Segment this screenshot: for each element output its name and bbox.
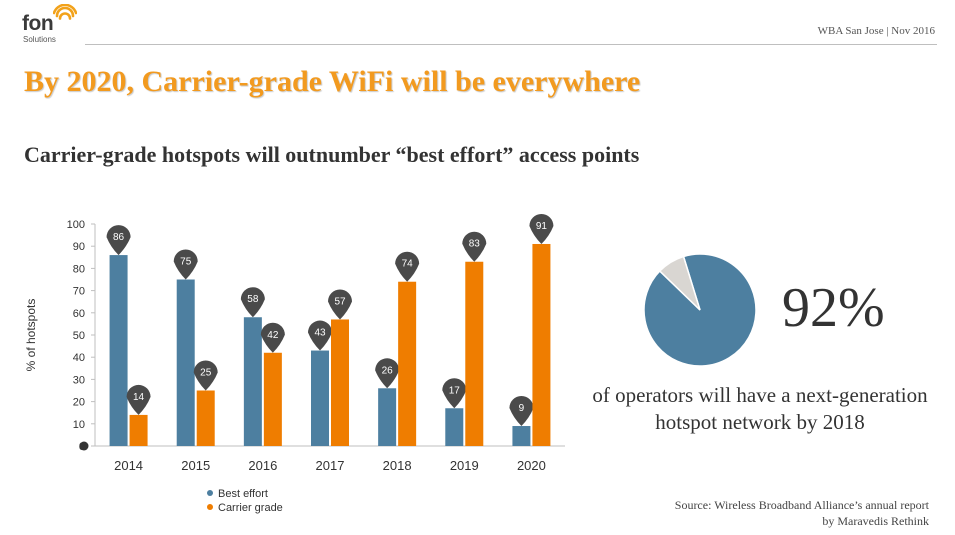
legend-label: Carrier grade — [218, 502, 283, 514]
data-label: 25 — [200, 368, 212, 379]
source-note: Source: Wireless Broadband Alliance’s an… — [675, 497, 929, 529]
slide-title: By 2020, Carrier-grade WiFi will be ever… — [24, 65, 641, 98]
bar-best-effort — [243, 317, 262, 446]
hotspot-bar-chart: 0 10 20 30 40 50 60 70 80 90 100 % of hotspots 2014 8… — [24, 213, 565, 514]
y-axis-label: % of hotspots — [24, 299, 38, 372]
bar-carrier-grade — [263, 352, 282, 446]
bar-best-effort — [109, 255, 128, 446]
value-marker — [106, 225, 131, 256]
data-label: 43 — [314, 328, 326, 339]
event-label: WBA San Jose | Nov 2016 — [817, 25, 935, 37]
bar-carrier-grade — [129, 414, 148, 446]
logo-text: fon — [22, 12, 54, 35]
value-marker — [442, 378, 467, 409]
bar-best-effort — [176, 279, 195, 446]
slide-subtitle: Carrier-grade hotspots will outnumber “b… — [24, 142, 640, 167]
data-label: 14 — [133, 392, 145, 403]
operators-pie-chart — [643, 253, 757, 367]
wifi-icon — [53, 4, 77, 20]
y-tick-label: 50 — [73, 330, 85, 342]
y-tick-label: 80 — [73, 263, 85, 275]
data-label: 17 — [449, 385, 461, 396]
data-label: 9 — [519, 403, 525, 414]
axis-origin-dot — [79, 441, 89, 451]
y-tick-label: 30 — [73, 374, 85, 386]
x-tick-label: 2015 — [181, 458, 210, 473]
stat-value: 92% — [782, 277, 885, 339]
data-label: 86 — [113, 232, 125, 243]
pie-slice — [658, 255, 701, 311]
y-tick-label: 40 — [73, 352, 85, 364]
header-divider — [85, 44, 937, 45]
bar-carrier-grade — [196, 390, 215, 446]
value-marker — [193, 360, 218, 391]
data-label: 75 — [180, 257, 192, 268]
data-label: 42 — [267, 330, 279, 341]
bar-best-effort — [512, 426, 531, 446]
data-label: 74 — [402, 259, 414, 270]
bar-carrier-grade — [532, 243, 551, 446]
value-marker — [308, 320, 332, 351]
x-tick-label: 2017 — [316, 458, 345, 473]
y-tick-label: 90 — [73, 241, 85, 253]
bar-carrier-grade — [465, 261, 484, 446]
x-tick-label: 2014 — [114, 458, 143, 473]
fon-logo: fon Solutions — [22, 4, 82, 46]
bar-best-effort — [445, 408, 464, 446]
y-tick-label: 20 — [73, 397, 85, 409]
value-marker — [126, 384, 151, 415]
stat-caption: of operators will have a next-generation… — [592, 383, 928, 434]
source-line-1: Source: Wireless Broadband Alliance’s an… — [674, 498, 929, 512]
value-marker — [260, 322, 285, 353]
value-marker — [375, 358, 400, 389]
source-line-2: by Maravedis Rethink — [822, 514, 929, 528]
data-label: 57 — [334, 296, 346, 307]
y-tick-label: 0 — [79, 441, 85, 453]
y-tick-label: 10 — [73, 419, 85, 431]
bar-best-effort — [378, 388, 397, 446]
data-label: 83 — [469, 239, 481, 250]
value-marker — [328, 289, 352, 320]
data-label: 91 — [536, 221, 548, 232]
data-label: 26 — [382, 365, 394, 376]
value-marker — [529, 213, 554, 244]
x-tick-label: 2019 — [450, 458, 479, 473]
value-marker — [173, 249, 198, 280]
x-tick-label: 2018 — [383, 458, 412, 473]
value-marker — [462, 231, 487, 262]
y-tick-label: 60 — [73, 308, 85, 320]
data-label: 58 — [247, 294, 259, 305]
legend-marker — [207, 490, 213, 496]
value-marker — [240, 287, 265, 318]
legend-marker — [207, 504, 213, 510]
value-marker — [395, 251, 420, 282]
legend-label: Best effort — [218, 488, 268, 500]
logo-subtext: Solutions — [23, 35, 56, 44]
bar-carrier-grade — [398, 281, 417, 446]
value-marker — [509, 396, 534, 427]
x-tick-label: 2020 — [517, 458, 546, 473]
y-tick-label: 100 — [67, 219, 85, 231]
bar-carrier-grade — [331, 319, 349, 446]
x-tick-label: 2016 — [248, 458, 277, 473]
bar-best-effort — [311, 350, 329, 446]
y-tick-label: 70 — [73, 286, 85, 298]
